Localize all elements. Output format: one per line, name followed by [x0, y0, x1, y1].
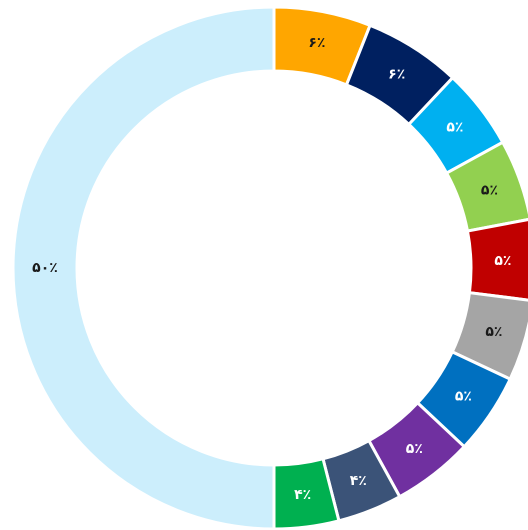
data-label: ۴٪: [350, 473, 367, 489]
data-label: ۵۰٪: [32, 260, 58, 276]
data-label: ۵٪: [455, 389, 472, 405]
data-label: ۵٪: [485, 324, 502, 340]
data-label: ۵٪: [494, 253, 511, 269]
data-label: ۴٪: [294, 487, 311, 503]
data-label: ۵٪: [446, 120, 463, 136]
donut-segment: [11, 5, 276, 530]
data-label: ۶٪: [308, 35, 325, 51]
data-label: ۵٪: [406, 441, 423, 457]
data-label: ۶٪: [388, 67, 405, 83]
data-label: ۵٪: [481, 182, 498, 198]
